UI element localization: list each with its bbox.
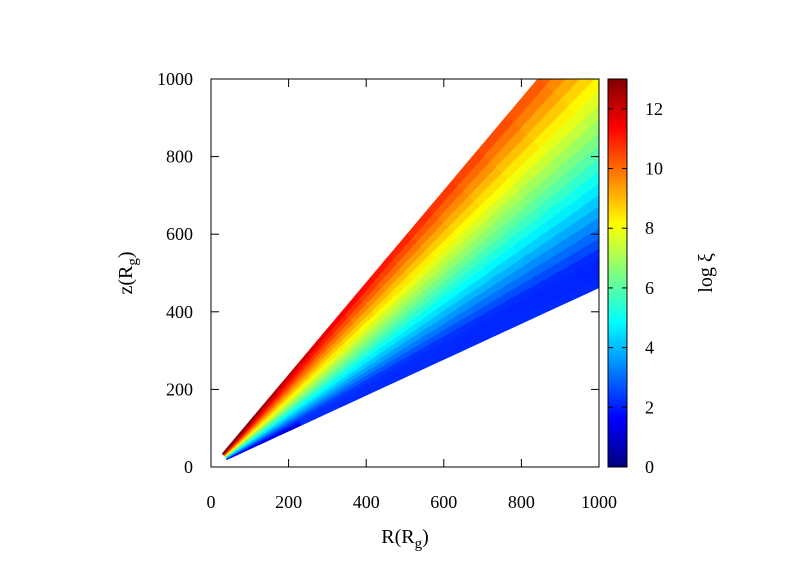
heatmap-cell (506, 79, 547, 123)
heatmap-cell (575, 258, 599, 279)
heatmap-cell (560, 79, 595, 107)
colorbar-axis: 0 2 4 6 8 10 12 (608, 99, 663, 477)
colorbar-label: log ξ (695, 253, 717, 293)
y-tick-label: 600 (166, 224, 193, 244)
x-tick-label: 600 (430, 492, 457, 512)
heatmap-cell (581, 104, 599, 129)
colorbar-tick-label: 4 (645, 338, 654, 358)
heatmap-cell (649, 181, 702, 217)
colorbar-tick-label: 8 (645, 218, 654, 238)
heatmap-cell (580, 182, 599, 204)
y-tick-label: 0 (184, 457, 193, 477)
x-tick-label: 1000 (581, 492, 617, 512)
heatmap-cell (579, 268, 599, 287)
colorbar-tick-label: 10 (645, 159, 663, 179)
heatmap-cell (571, 248, 599, 272)
colorbar-tick-label: 12 (645, 99, 663, 119)
colorbar (607, 78, 628, 468)
y-tick-label: 800 (166, 147, 193, 167)
y-axis-label: z(Rg) (115, 251, 141, 294)
heatmap-cell (552, 79, 580, 100)
heatmap-cell (663, 211, 717, 245)
heatmap-cell (563, 145, 599, 182)
x-tick-label: 0 (207, 492, 216, 512)
heatmap-cell (668, 221, 722, 254)
plot-frame (210, 78, 600, 468)
colorbar-tick-label: 0 (645, 457, 654, 477)
heatmap-cell (583, 277, 599, 294)
heatmap-cell (654, 191, 707, 227)
heatmap-cell (588, 118, 599, 136)
heatmap-cell (585, 194, 599, 212)
y-axis: 0 200 400 600 800 1000 (157, 69, 599, 477)
heatmap-cells (221, 79, 722, 461)
x-axis-label: R(Rg) (381, 526, 429, 552)
y-tick-label: 1000 (157, 69, 193, 89)
heatmap-cell (563, 227, 599, 258)
heatmap-cell (574, 89, 599, 121)
y-tick-label: 400 (166, 302, 193, 322)
colorbar-tick-label: 6 (645, 278, 654, 298)
heatmap-cell (595, 132, 599, 140)
y-tick-label: 200 (166, 379, 193, 399)
colorbar-tick-label: 2 (645, 397, 654, 417)
heatmap-cell (545, 79, 566, 93)
x-tick-label: 400 (353, 492, 380, 512)
heatmap-cell (591, 205, 599, 220)
heatmap-cell (575, 170, 599, 197)
heatmap-cell (567, 238, 599, 265)
heatmap-cell (538, 79, 552, 86)
x-tick-label: 200 (275, 492, 302, 512)
heatmap-cell (569, 158, 599, 190)
heatmap-cell (659, 201, 712, 236)
heatmap-cell (567, 79, 599, 114)
x-axis: 0 200 400 600 800 1000 (207, 79, 617, 512)
heatmap-cell (623, 245, 672, 275)
x-tick-label: 800 (508, 492, 535, 512)
